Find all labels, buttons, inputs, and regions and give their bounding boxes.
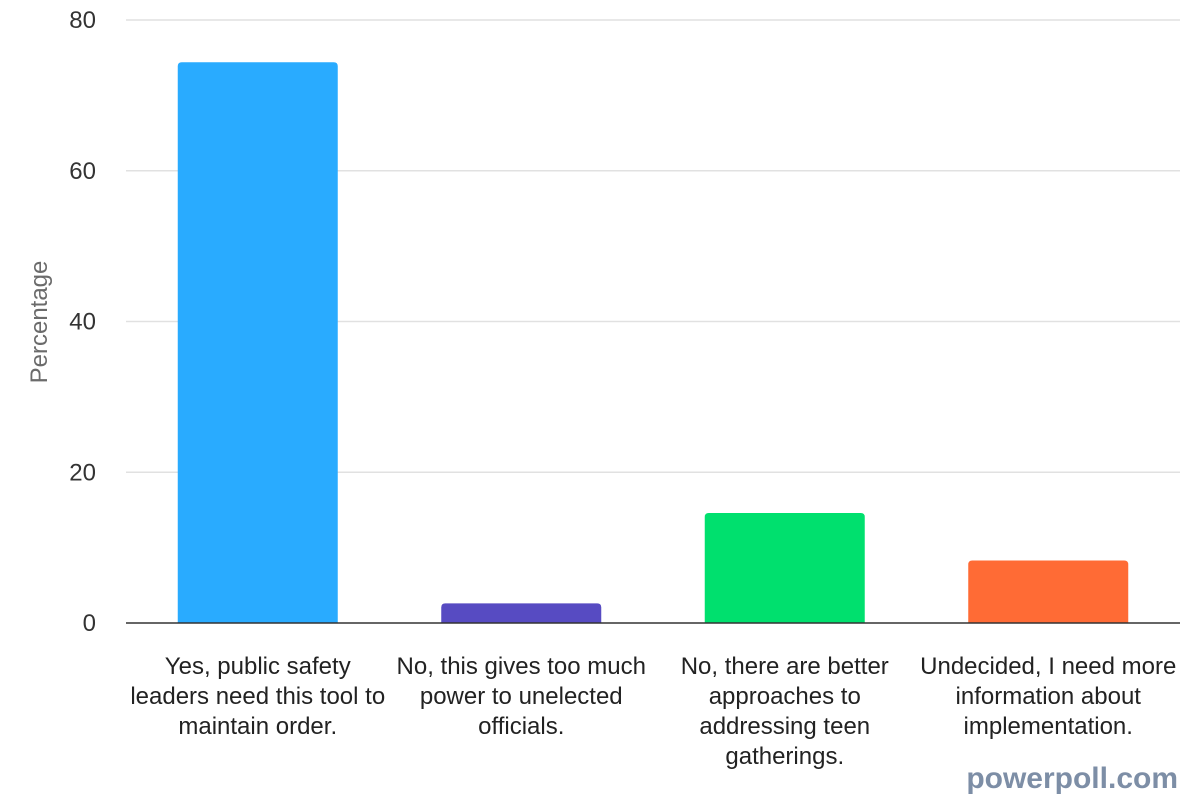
bar-1 xyxy=(177,62,338,623)
x-category-label: Yes, public safety leaders need this too… xyxy=(130,653,386,740)
bars xyxy=(177,62,1129,623)
bar-3 xyxy=(704,512,865,623)
y-axis-title: Percentage xyxy=(26,261,53,384)
y-tick-label: 80 xyxy=(69,7,96,34)
y-tick-label: 0 xyxy=(83,610,96,637)
y-tick-label: 40 xyxy=(69,309,96,336)
x-category-label: No, this gives too much power to unelect… xyxy=(396,653,646,740)
y-tick-label: 20 xyxy=(69,459,96,486)
y-tick-label: 60 xyxy=(69,158,96,185)
bar-2 xyxy=(441,603,602,623)
bar-4 xyxy=(968,560,1129,623)
watermark-logo: powerpoll.com xyxy=(966,762,1178,795)
x-category-label: Undecided, I need more information about… xyxy=(920,653,1177,740)
y-axis-ticks: 0 20 40 60 80 xyxy=(69,7,96,637)
x-category-label: No, there are better approaches to addre… xyxy=(680,653,889,770)
